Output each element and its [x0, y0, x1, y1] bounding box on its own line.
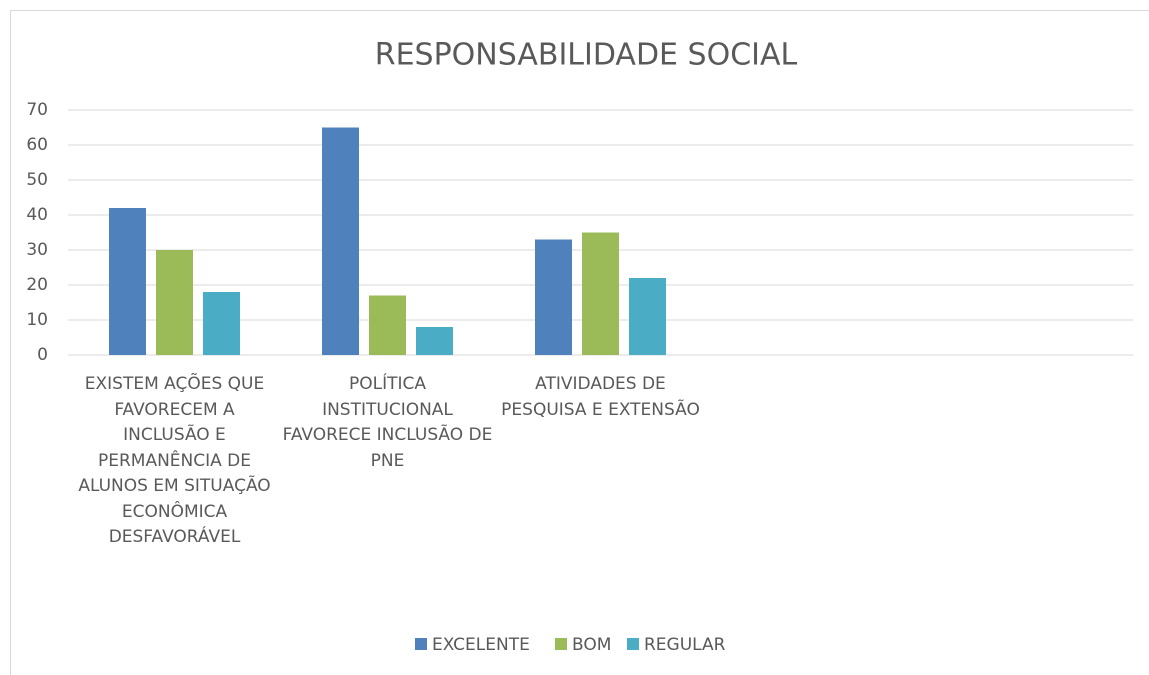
chart-frame [10, 10, 1149, 675]
legend-swatch [415, 638, 427, 650]
bar [109, 208, 146, 355]
x-tick-label: POLÍTICA INSTITUCIONAL FAVORECE INCLUSÃO… [282, 374, 493, 471]
legend-label: REGULAR [644, 635, 726, 655]
y-tick-label: 70 [26, 100, 48, 120]
y-tick-label: 40 [26, 205, 48, 225]
y-tick-label: 20 [26, 275, 48, 295]
y-tick-label: 0 [37, 345, 48, 365]
x-tick-label: EXISTEM AÇÕES QUE FAVORECEM A INCLUSÃO E… [78, 374, 271, 547]
bar [535, 239, 572, 355]
bar [629, 278, 666, 355]
y-tick-label: 50 [26, 170, 48, 190]
bar [203, 292, 240, 355]
legend-swatch [627, 638, 639, 650]
y-tick-label: 10 [26, 310, 48, 330]
legend-swatch [555, 638, 567, 650]
bar [582, 232, 619, 355]
bar [156, 250, 193, 355]
legend-label: BOM [572, 635, 611, 655]
x-tick-label: ATIVIDADES DE PESQUISA E EXTENSÃO [501, 374, 700, 420]
chart-title: RESPONSABILIDADE SOCIAL [375, 38, 798, 73]
bar [416, 327, 453, 355]
legend-label: EXCELENTE [432, 635, 530, 655]
bar [322, 127, 359, 355]
bar [369, 295, 406, 355]
y-tick-label: 30 [26, 240, 48, 260]
y-tick-label: 60 [26, 135, 48, 155]
